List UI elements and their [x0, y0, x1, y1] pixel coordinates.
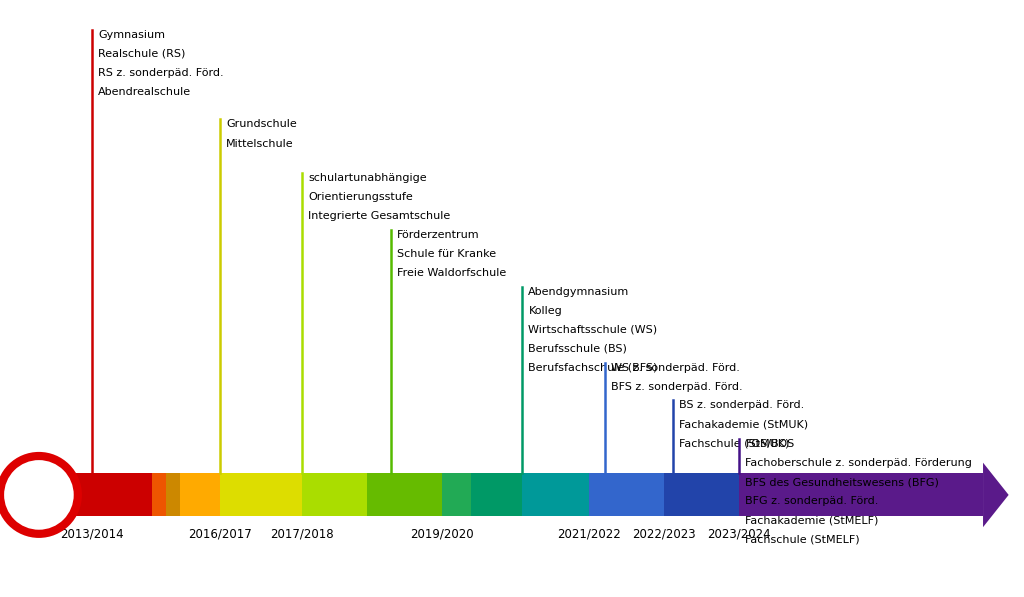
Bar	[166, 473, 180, 516]
Bar	[47, 473, 92, 516]
Text: Schule für Kranke: Schule für Kranke	[397, 249, 497, 259]
Text: Berufsfachschule (BFS): Berufsfachschule (BFS)	[528, 363, 657, 373]
Text: 2017/2018: 2017/2018	[270, 527, 334, 540]
Text: BFS des Gesundheitswesens (BFG): BFS des Gesundheitswesens (BFG)	[745, 477, 939, 487]
Text: BFS z. sonderpäd. Förd.: BFS z. sonderpäd. Förd.	[611, 382, 743, 392]
Text: 2013/2014: 2013/2014	[60, 527, 124, 540]
Text: Freie Waldorfschule: Freie Waldorfschule	[397, 268, 507, 278]
Text: Fachschule (StMUK): Fachschule (StMUK)	[679, 438, 790, 448]
Ellipse shape	[0, 452, 82, 538]
Bar	[471, 473, 522, 516]
Bar	[367, 473, 442, 516]
Text: Fachakademie (StMUK): Fachakademie (StMUK)	[679, 419, 808, 429]
Bar	[442, 473, 471, 516]
Text: WS z. sonderpäd. Förd.: WS z. sonderpäd. Förd.	[611, 363, 740, 373]
Text: 2022/2023: 2022/2023	[632, 527, 695, 540]
Bar	[589, 473, 664, 516]
Polygon shape	[983, 463, 1009, 527]
Bar	[302, 473, 367, 516]
Text: Grundschule: Grundschule	[226, 119, 297, 130]
Text: Abendrealschule: Abendrealschule	[98, 87, 191, 97]
Text: Abendgymnasium: Abendgymnasium	[528, 287, 630, 297]
Text: Realschule (RS): Realschule (RS)	[98, 49, 185, 59]
Text: 2021/2022: 2021/2022	[557, 527, 621, 540]
Text: Mittelschule: Mittelschule	[226, 139, 294, 149]
Bar	[220, 473, 302, 516]
Ellipse shape	[4, 460, 74, 530]
Text: Kolleg: Kolleg	[528, 306, 562, 316]
Text: Wirtschaftsschule (WS): Wirtschaftsschule (WS)	[528, 325, 657, 335]
Text: Fachakademie (StMELF): Fachakademie (StMELF)	[745, 515, 879, 525]
Text: Förderzentrum: Förderzentrum	[397, 230, 480, 240]
Text: Gymnasium: Gymnasium	[98, 30, 165, 40]
Text: BS z. sonderpäd. Förd.: BS z. sonderpäd. Förd.	[679, 400, 804, 410]
Text: Fachschule (StMELF): Fachschule (StMELF)	[745, 534, 860, 544]
Text: Integrierte Gesamtschule: Integrierte Gesamtschule	[308, 211, 451, 221]
Bar	[522, 473, 589, 516]
Text: 2019/2020: 2019/2020	[411, 527, 474, 540]
Text: schulartunabhängige: schulartunabhängige	[308, 173, 427, 183]
Text: 2016/2017: 2016/2017	[188, 527, 252, 540]
Bar	[92, 473, 152, 516]
Bar	[739, 473, 983, 516]
Text: FOS/BOS: FOS/BOS	[745, 439, 795, 449]
Bar	[152, 473, 166, 516]
Text: 2023/2024: 2023/2024	[708, 527, 771, 540]
Text: RS z. sonderpäd. Förd.: RS z. sonderpäd. Förd.	[98, 68, 224, 78]
Bar	[664, 473, 739, 516]
Text: Fachoberschule z. sonderpäd. Förderung: Fachoberschule z. sonderpäd. Förderung	[745, 458, 973, 468]
Bar	[180, 473, 220, 516]
Text: BFG z. sonderpäd. Förd.: BFG z. sonderpäd. Förd.	[745, 496, 879, 506]
Text: Berufsschule (BS): Berufsschule (BS)	[528, 344, 628, 354]
Text: Orientierungsstufe: Orientierungsstufe	[308, 192, 413, 202]
